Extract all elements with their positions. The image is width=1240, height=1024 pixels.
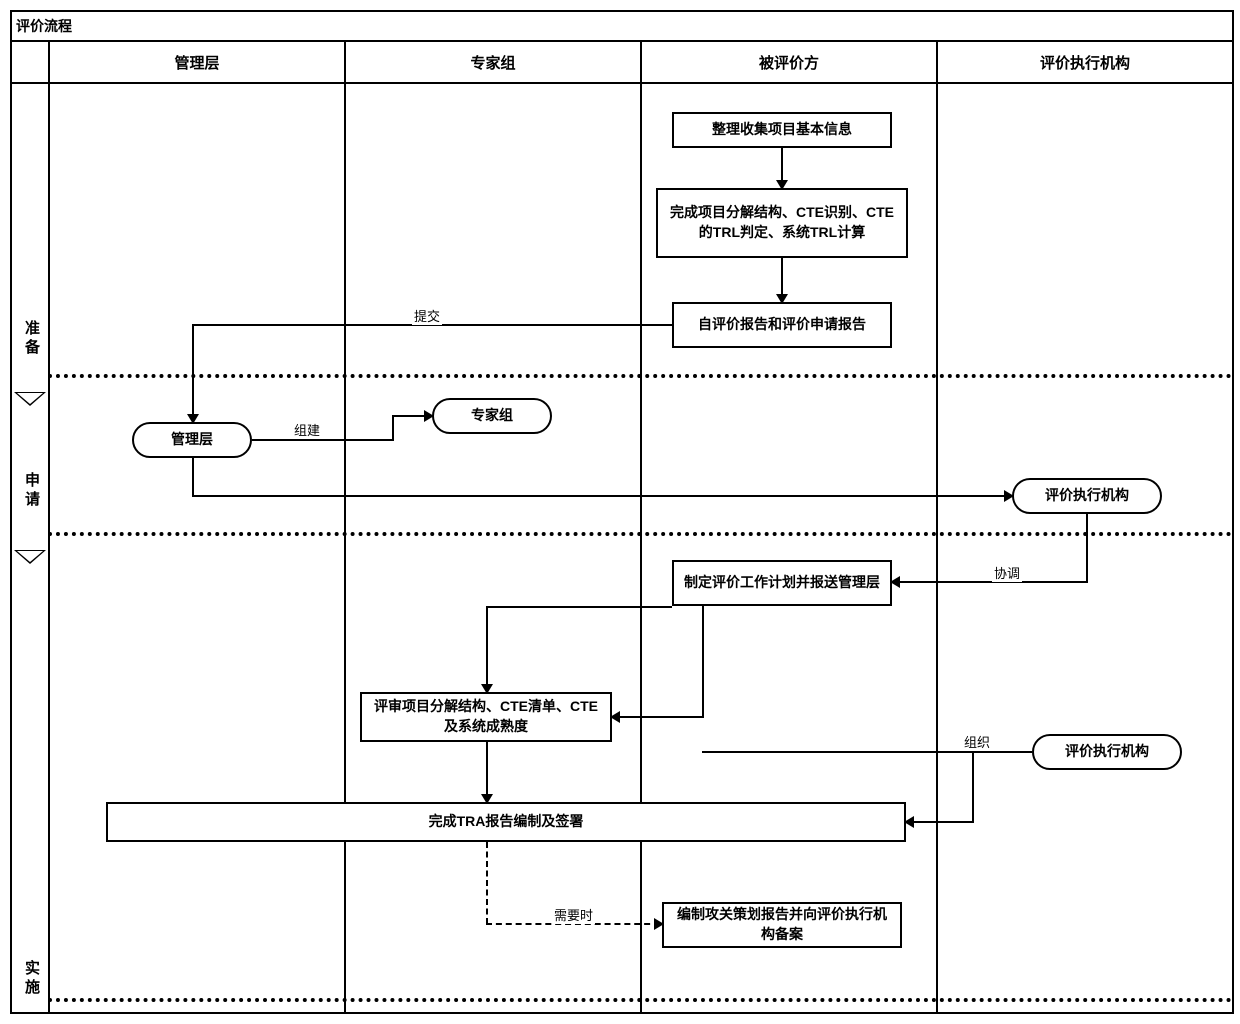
edge-label-when-needed: 需要时: [552, 905, 595, 924]
node-expert: 专家组: [432, 398, 552, 434]
lane-divider: [936, 80, 938, 1012]
edge-label-build: 组建: [292, 420, 322, 439]
edge: [702, 606, 704, 718]
arrow-right-icon: [1004, 490, 1014, 502]
swimlane-diagram: 评价流程 准备 申请 实施 管理层 专家组 被评价方 评价执行机构 整理收集项目…: [10, 10, 1234, 1014]
node-mgmt: 管理层: [132, 422, 252, 458]
edge: [486, 742, 488, 800]
phase-chevron-icon: [14, 392, 46, 406]
phase-label-prep: 准备: [21, 320, 42, 358]
phase-chevron-icon: [14, 550, 46, 564]
edge: [972, 751, 974, 822]
lane-header-eval: 被评价方: [642, 42, 938, 82]
phase-divider: [48, 998, 1232, 1002]
edge: [612, 716, 704, 718]
lane-divider: [344, 80, 346, 1012]
node-tra-report: 完成TRA报告编制及签署: [106, 802, 906, 842]
node-exec1: 评价执行机构: [1012, 478, 1162, 514]
phase-divider: [48, 532, 1232, 536]
node-review: 评审项目分解结构、CTE清单、CTE及系统成熟度: [360, 692, 612, 742]
node-self-report: 自评价报告和评价申请报告: [672, 302, 892, 348]
lane-header-row: 管理层 专家组 被评价方 评价执行机构: [12, 40, 1232, 84]
edge: [892, 581, 1088, 583]
arrow-down-icon: [187, 414, 199, 424]
arrow-down-icon: [481, 684, 493, 694]
arrow-right-icon: [654, 918, 664, 930]
arrow-right-icon: [424, 410, 434, 422]
arrow-down-icon: [776, 180, 788, 190]
edge-dashed: [486, 842, 488, 924]
arrow-left-icon: [890, 576, 900, 588]
edge: [252, 439, 392, 441]
phase-label-apply: 申请: [21, 472, 42, 510]
lane-divider: [640, 80, 642, 1012]
phase-label-impl: 实施: [21, 960, 42, 998]
edge: [702, 751, 1032, 753]
arrow-left-icon: [610, 711, 620, 723]
phase-divider: [48, 374, 1232, 378]
lane-header-mgmt: 管理层: [50, 42, 346, 82]
node-plan-report: 编制攻关策划报告并向评价执行机构备案: [662, 902, 902, 948]
edge: [486, 606, 488, 690]
lane-header-expert: 专家组: [346, 42, 642, 82]
node-plan: 制定评价工作计划并报送管理层: [672, 560, 892, 606]
arrow-down-icon: [776, 294, 788, 304]
edge: [192, 324, 194, 420]
edge: [192, 458, 194, 496]
arrow-down-icon: [481, 794, 493, 804]
node-exec2: 评价执行机构: [1032, 734, 1182, 770]
phase-column: 准备 申请 实施: [12, 40, 50, 1012]
edge: [192, 495, 1010, 497]
arrow-left-icon: [904, 816, 914, 828]
node-collect-info: 整理收集项目基本信息: [672, 112, 892, 148]
diagram-title: 评价流程: [16, 16, 72, 36]
edge: [906, 821, 974, 823]
edge: [486, 606, 672, 608]
node-breakdown: 完成项目分解结构、CTE识别、CTE的TRL判定、系统TRL计算: [656, 188, 908, 258]
edge-label-org: 组织: [962, 732, 992, 751]
edge-label-coord: 协调: [992, 563, 1022, 582]
edge-label-submit: 提交: [412, 306, 442, 325]
lane-header-exec: 评价执行机构: [938, 42, 1232, 82]
edge: [1086, 514, 1088, 582]
edge: [392, 416, 394, 441]
